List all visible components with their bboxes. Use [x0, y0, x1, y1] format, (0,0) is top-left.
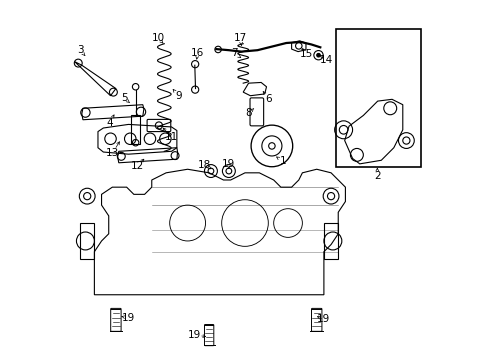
Text: 3: 3: [77, 45, 83, 55]
Text: 4: 4: [106, 118, 113, 128]
Text: 9: 9: [175, 91, 182, 101]
Text: 18: 18: [198, 159, 212, 170]
Bar: [131, 116, 140, 144]
Text: 19: 19: [188, 330, 201, 340]
Text: 19: 19: [222, 159, 236, 169]
Text: 16: 16: [191, 48, 204, 58]
Text: 7: 7: [231, 48, 238, 58]
Text: 1: 1: [280, 156, 286, 166]
Text: 12: 12: [131, 161, 144, 171]
Text: 11: 11: [165, 132, 178, 142]
Circle shape: [317, 53, 320, 57]
Text: 8: 8: [245, 108, 252, 118]
Text: 14: 14: [320, 55, 333, 65]
Text: 6: 6: [265, 94, 271, 104]
Text: 13: 13: [106, 148, 119, 158]
Text: 5: 5: [121, 93, 127, 103]
Text: 10: 10: [151, 33, 165, 43]
Bar: [337, 30, 421, 167]
Text: 15: 15: [300, 49, 313, 59]
Text: 19: 19: [122, 313, 135, 323]
Text: 19: 19: [317, 314, 330, 324]
Text: 2: 2: [374, 171, 381, 181]
Text: 17: 17: [234, 33, 247, 43]
